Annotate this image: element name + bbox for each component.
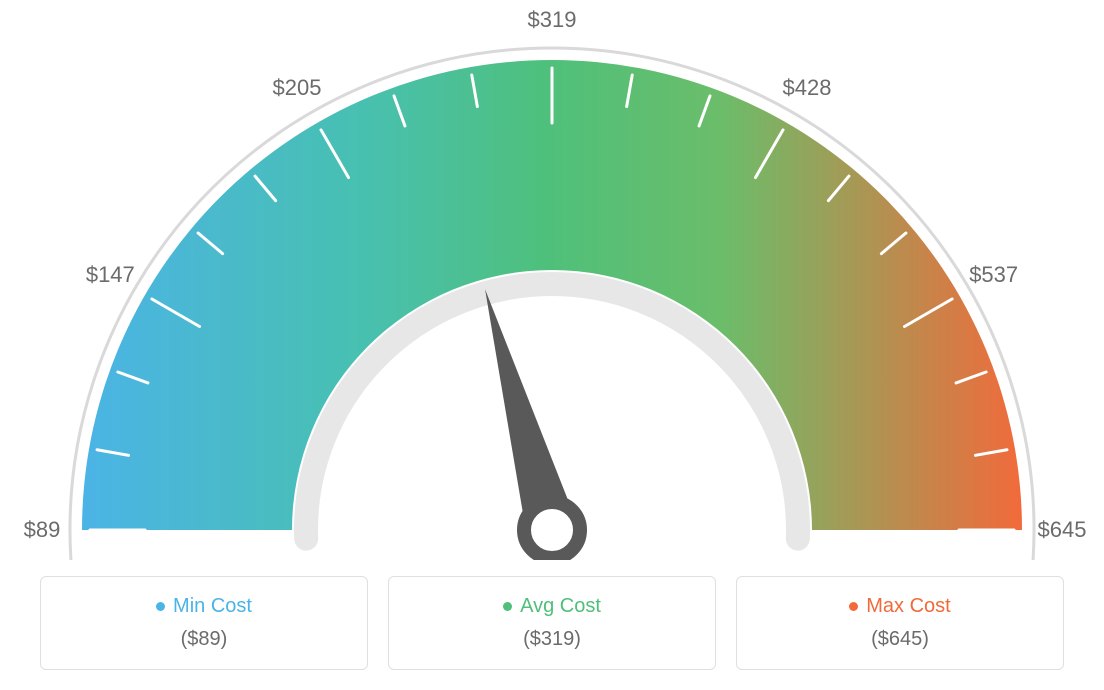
legend-value-min: ($89) xyxy=(51,628,357,651)
gauge-tick-label: $89 xyxy=(24,517,61,543)
legend-card-min: Min Cost ($89) xyxy=(40,576,368,670)
gauge-tick-label: $537 xyxy=(969,262,1018,288)
legend-dot-avg xyxy=(503,602,512,611)
legend-value-max: ($645) xyxy=(747,628,1053,651)
gauge-tick-label: $319 xyxy=(528,7,577,33)
legend-label-avg: Avg Cost xyxy=(520,595,601,618)
legend-row: Min Cost ($89) Avg Cost ($319) Max Cost … xyxy=(0,576,1104,670)
legend-dot-max xyxy=(849,602,858,611)
legend-dot-min xyxy=(156,602,165,611)
legend-value-avg: ($319) xyxy=(399,628,705,651)
gauge-tick-label: $645 xyxy=(1038,517,1087,543)
gauge-tick-label: $147 xyxy=(86,262,135,288)
legend-card-avg: Avg Cost ($319) xyxy=(388,576,716,670)
legend-label-max: Max Cost xyxy=(866,595,950,618)
legend-card-max: Max Cost ($645) xyxy=(736,576,1064,670)
gauge-tick-label: $428 xyxy=(783,75,832,101)
legend-label-min: Min Cost xyxy=(173,595,252,618)
gauge-svg xyxy=(0,0,1104,560)
gauge-tick-label: $205 xyxy=(273,75,322,101)
cost-gauge: $89 $147 $205 $319 $428 $537 $645 xyxy=(0,0,1104,560)
